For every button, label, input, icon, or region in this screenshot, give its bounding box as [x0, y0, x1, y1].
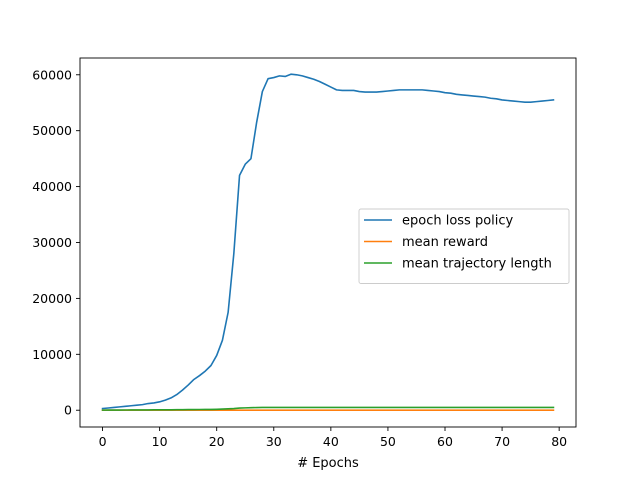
y-tick-label-2: 20000	[32, 291, 72, 306]
x-tick-label-2: 20	[209, 434, 225, 449]
x-tick-label-6: 60	[437, 434, 453, 449]
legend: epoch loss policy mean reward mean traject…	[358, 208, 570, 284]
x-tick-label-7: 70	[494, 434, 510, 449]
y-tick-label-0: 0	[64, 403, 72, 418]
y-tick-label-4: 40000	[32, 179, 72, 194]
y-tick-label-3: 30000	[32, 235, 72, 250]
y-tick-label-6: 60000	[32, 67, 72, 82]
x-tick-label-8: 80	[551, 434, 567, 449]
x-tick-label-1: 10	[152, 434, 168, 449]
legend-label-2: mean trajectory length	[402, 257, 552, 272]
y-tick-label-1: 10000	[32, 347, 72, 362]
axes-layer: 0 10 20 30 40 50 60 70 80 0 10000 20000 30000 40000 50…	[32, 57, 577, 449]
x-axis-label: # Epochs	[297, 456, 359, 471]
x-tick-label-4: 40	[323, 434, 339, 449]
series-line-2	[101, 406, 555, 411]
series-layer	[101, 73, 555, 412]
x-tick-label-0: 0	[99, 434, 107, 449]
x-tick-label-3: 30	[266, 434, 282, 449]
y-tick-label-5: 50000	[32, 123, 72, 138]
legend-label-1: mean reward	[402, 235, 488, 250]
series-line-0	[101, 73, 555, 410]
legend-label-0: epoch loss policy	[402, 214, 514, 229]
x-tick-label-5: 50	[380, 434, 396, 449]
legend-frame	[358, 208, 570, 284]
